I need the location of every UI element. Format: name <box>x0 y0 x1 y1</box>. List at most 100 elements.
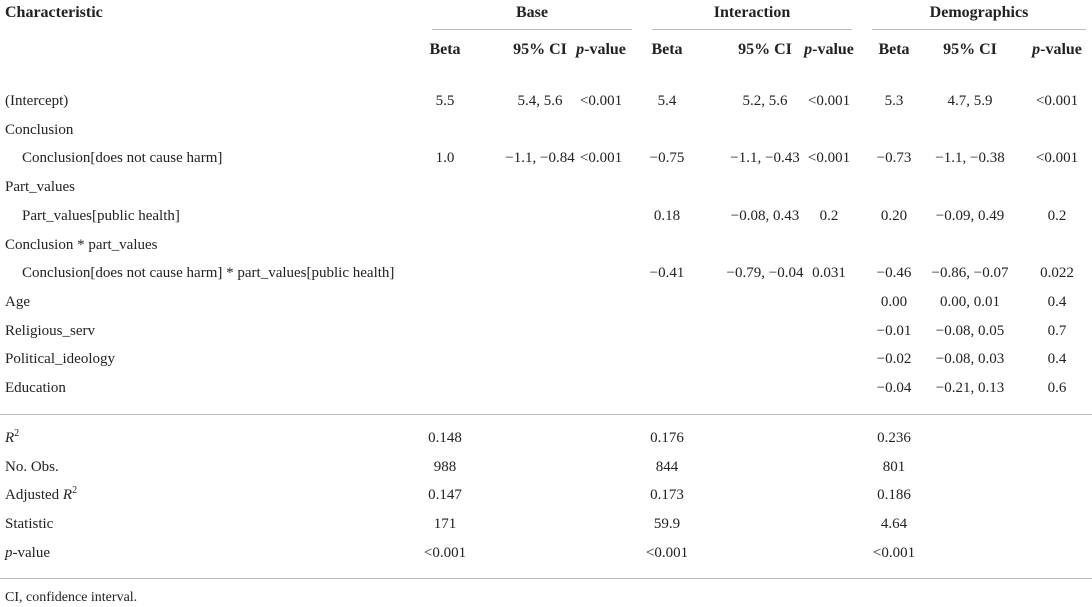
cell: −0.01 <box>876 322 912 339</box>
cell: 0.7 <box>1047 322 1067 339</box>
cell: 171 <box>433 516 457 533</box>
cell: 0.2 <box>819 207 839 224</box>
cell: −0.41 <box>649 265 685 282</box>
cell: <0.001 <box>579 93 623 109</box>
cell: 0.236 <box>877 430 911 446</box>
cell: −0.08, 0.43 <box>730 207 800 224</box>
cell: −1.1, −0.38 <box>935 150 1005 167</box>
cell: −0.79, −0.04 <box>726 265 804 282</box>
cell: 0.2 <box>1047 207 1067 224</box>
column-header: 95% CI <box>738 41 792 58</box>
text-part: R <box>5 430 15 446</box>
divider <box>0 578 1092 579</box>
group-rule <box>872 29 1086 30</box>
cell: 4.7, 5.9 <box>947 93 993 109</box>
cell: <0.001 <box>1035 93 1079 109</box>
cell: 0.00, 0.01 <box>940 293 1000 310</box>
group-header: Base <box>516 4 548 21</box>
cell: 0.20 <box>880 207 908 224</box>
cell: 5.2, 5.6 <box>742 93 788 109</box>
cell: <0.001 <box>872 544 916 561</box>
group-rule <box>432 29 632 30</box>
column-header: Beta <box>429 41 461 58</box>
divider <box>0 414 1092 415</box>
cell: −0.09, 0.49 <box>935 207 1005 224</box>
column-header: Beta <box>651 41 683 58</box>
cell: 0.148 <box>428 430 462 446</box>
cell: 0.031 <box>812 265 846 282</box>
text-part: p <box>5 544 13 561</box>
cell: −0.73 <box>876 150 912 167</box>
row-label: Conclusion[does not cause harm] <box>22 150 223 167</box>
group-header: Demographics <box>929 4 1029 21</box>
cell: <0.001 <box>579 150 623 167</box>
column-header: p-value <box>1032 41 1082 59</box>
cell: 0.4 <box>1047 293 1067 310</box>
row-label: Age <box>5 293 30 310</box>
text-part: -value <box>1040 41 1082 58</box>
cell: 5.5 <box>435 93 455 109</box>
text-part: -value <box>12 544 50 561</box>
row-label: Conclusion[does not cause harm] * part_v… <box>22 265 395 282</box>
cell: <0.001 <box>807 93 851 109</box>
row-label: Political_ideology <box>5 351 115 368</box>
row-label: Conclusion * part_values <box>5 236 158 253</box>
cell: −0.21, 0.13 <box>935 380 1005 396</box>
cell: −0.75 <box>649 150 685 167</box>
column-header: 95% CI <box>513 41 567 58</box>
cell: <0.001 <box>1035 150 1079 167</box>
cell: 0.00 <box>880 293 908 310</box>
cell: 0.173 <box>650 487 684 504</box>
text-part: p <box>576 41 585 58</box>
cell: 801 <box>882 458 906 475</box>
cell: <0.001 <box>423 544 467 561</box>
cell: 5.3 <box>884 93 904 109</box>
text-part: -value <box>812 41 854 58</box>
cell: 0.18 <box>653 207 681 224</box>
cell: −0.86, −0.07 <box>931 265 1009 282</box>
text-part: 2 <box>14 428 20 439</box>
cell: 0.147 <box>428 487 462 504</box>
cell: 1.0 <box>435 150 455 167</box>
cell: 0.6 <box>1047 380 1067 396</box>
cell: −0.46 <box>876 265 912 282</box>
cell: 0.186 <box>877 487 911 504</box>
text-part: p <box>804 41 813 58</box>
row-label: Part_values[public health] <box>22 207 180 224</box>
text-part: -value <box>584 41 626 58</box>
stat-label: Statistic <box>5 516 54 533</box>
cell: 0.176 <box>650 430 684 446</box>
text-part: 2 <box>72 485 78 497</box>
cell: −0.08, 0.03 <box>935 351 1005 368</box>
row-label: Conclusion <box>5 121 74 138</box>
cell: 988 <box>433 458 457 475</box>
cell: 0.022 <box>1040 265 1074 282</box>
row-label: (Intercept) <box>5 93 69 109</box>
column-header: 95% CI <box>943 41 997 58</box>
text-part: p <box>1032 41 1041 58</box>
column-header: Characteristic <box>5 4 103 21</box>
group-rule <box>652 29 852 30</box>
text-part: Adjusted <box>5 487 63 504</box>
group-header: Interaction <box>713 4 791 21</box>
row-label: Religious_serv <box>5 322 95 339</box>
row-label: Education <box>5 380 66 396</box>
text-part: R <box>62 487 73 504</box>
column-header: Beta <box>878 41 910 58</box>
stat-label: p-value <box>5 544 50 562</box>
cell: 844 <box>655 458 679 475</box>
cell: −0.04 <box>876 380 912 396</box>
cell: 5.4 <box>657 93 677 109</box>
cell: 59.9 <box>653 516 681 533</box>
cell: 0.4 <box>1047 351 1067 368</box>
stat-label: No. Obs. <box>5 458 59 475</box>
cell: −1.1, −0.43 <box>730 150 800 167</box>
column-header: p-value <box>804 41 854 59</box>
cell: 4.64 <box>880 516 908 533</box>
cell: 5.4, 5.6 <box>517 93 563 109</box>
row-label: Part_values <box>5 179 75 196</box>
column-header: p-value <box>576 41 626 59</box>
footnote: CI, confidence interval. <box>5 590 138 605</box>
stat-label: Adjusted R2 <box>5 486 77 504</box>
